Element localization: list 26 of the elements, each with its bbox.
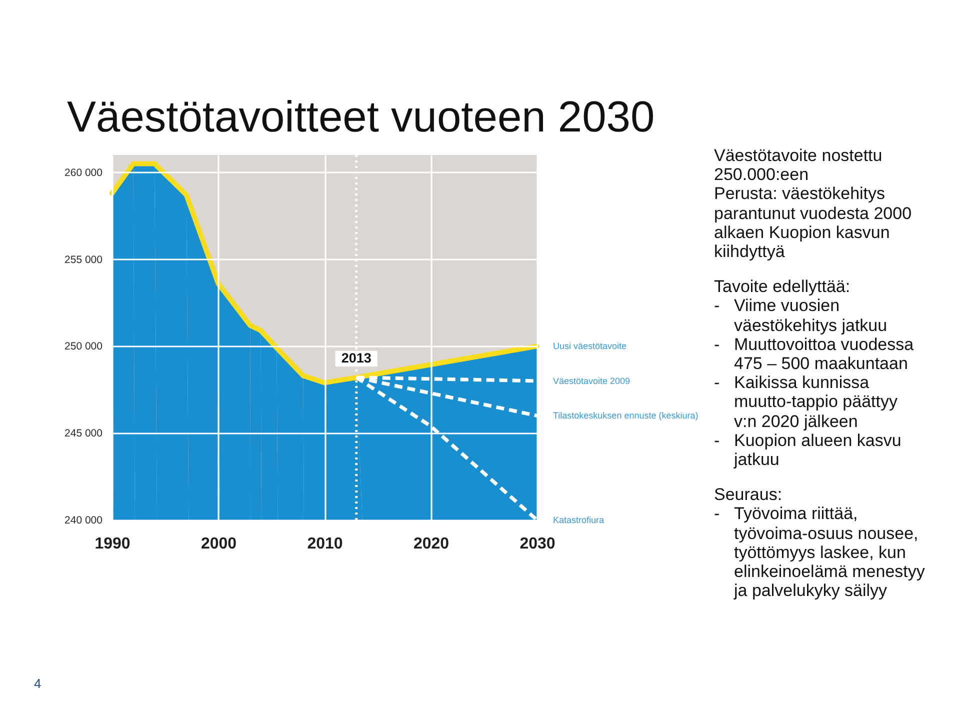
series-label: Katastrofiura xyxy=(553,515,604,525)
text: - Muuttovoittoa vuodessa 475 – 500 maakuntaan xyxy=(714,334,915,374)
text: Perusta: väestökehitys parantunut vuodesta 2000 alkaen Kuopion kasvun kiihdyttyä xyxy=(714,184,913,262)
text: - Työvoima riittää, työvoima-osuus nousee, työttömyys laskee, kun elinkeinoelämä menestyy ja palvelukyky säilyy xyxy=(714,504,926,600)
chart-title: Väestötavoitteet vuoteen 2030 xyxy=(67,93,655,142)
series-label: Väestötavoite 2009 xyxy=(553,376,630,386)
text: - Kaikissa kunnissa muutto-tappio päättyy v:n 2020 jälkeen xyxy=(714,373,898,431)
y-tick-label: 250 000 xyxy=(64,340,103,353)
ref-line-label: 2013 xyxy=(341,350,372,366)
y-tick-label: 240 000 xyxy=(64,514,103,526)
y-tick-label: 255 000 xyxy=(64,254,103,266)
y-tick-label: 245 000 xyxy=(64,428,103,440)
x-tick-label: 2010 xyxy=(307,536,343,552)
x-tick-label: 2000 xyxy=(200,536,237,552)
text: - Viime vuosien väestökehitys jatkuu xyxy=(714,296,888,335)
series-label: Tilastokeskuksen ennuste (keskiura) xyxy=(553,410,698,421)
y-tick-label: 260 000 xyxy=(64,166,103,179)
text: Seuraus: xyxy=(714,485,784,504)
text: Väestötavoite nostettu 250.000:een xyxy=(714,146,884,184)
series-label: Uusi väestötavoite xyxy=(553,341,627,352)
x-tick-label: 2030 xyxy=(520,536,556,552)
x-tick-label: 2020 xyxy=(413,536,450,552)
text: 4 xyxy=(34,676,42,691)
text: Tavoite edellyttää: xyxy=(714,277,852,296)
text: - Kuopion alueen kasvu jatkuu xyxy=(714,430,902,470)
x-tick-label: 1990 xyxy=(94,536,130,552)
